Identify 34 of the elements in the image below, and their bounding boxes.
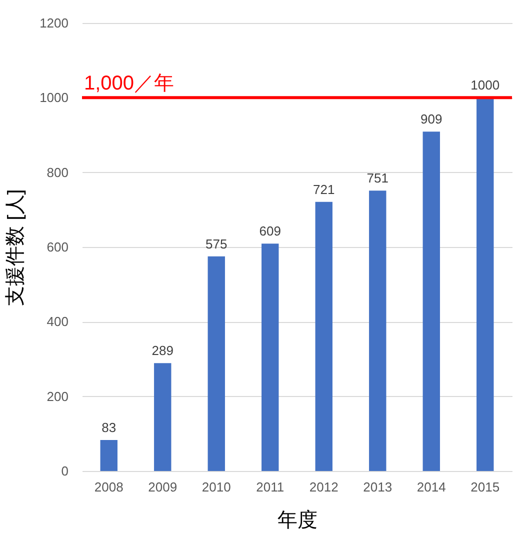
data-label: 721	[313, 182, 335, 197]
y-tick-label: 0	[61, 464, 68, 478]
bar	[100, 440, 118, 471]
bar	[476, 98, 494, 471]
y-tick-label: 200	[46, 388, 68, 404]
x-tick-label: 2015	[470, 480, 500, 494]
y-tick-label: 600	[46, 240, 68, 254]
x-tick-label: 2011	[256, 480, 284, 494]
data-label: 1000	[470, 78, 500, 93]
x-tick-label: 2014	[416, 480, 446, 494]
ref-line-label: 1,000／年	[84, 72, 174, 95]
bar	[422, 132, 440, 471]
y-tick-label: 1000	[40, 90, 68, 106]
bar	[369, 190, 386, 471]
bar	[315, 202, 332, 471]
data-label: 909	[420, 112, 442, 127]
data-label: 289	[152, 343, 174, 358]
x-axis-title: 年度	[278, 510, 318, 532]
data-label: 609	[259, 224, 281, 239]
bar	[262, 244, 279, 471]
y-tick-label: 400	[46, 314, 68, 330]
x-tick-label: 2008	[94, 480, 124, 494]
y-tick-label: 1200	[40, 16, 68, 30]
y-axis-title: 支援件数 [人]	[4, 189, 27, 306]
data-label: 575	[206, 236, 228, 252]
y-tick-label: 800	[46, 164, 68, 180]
bar	[208, 256, 225, 471]
x-tick-label: 2012	[309, 480, 338, 494]
bar	[154, 363, 172, 471]
x-tick-label: 2013	[363, 480, 392, 494]
data-label: 83	[102, 420, 116, 436]
data-label: 751	[366, 170, 388, 186]
x-tick-label: 2009	[148, 480, 178, 494]
x-tick-label: 2010	[202, 480, 231, 494]
